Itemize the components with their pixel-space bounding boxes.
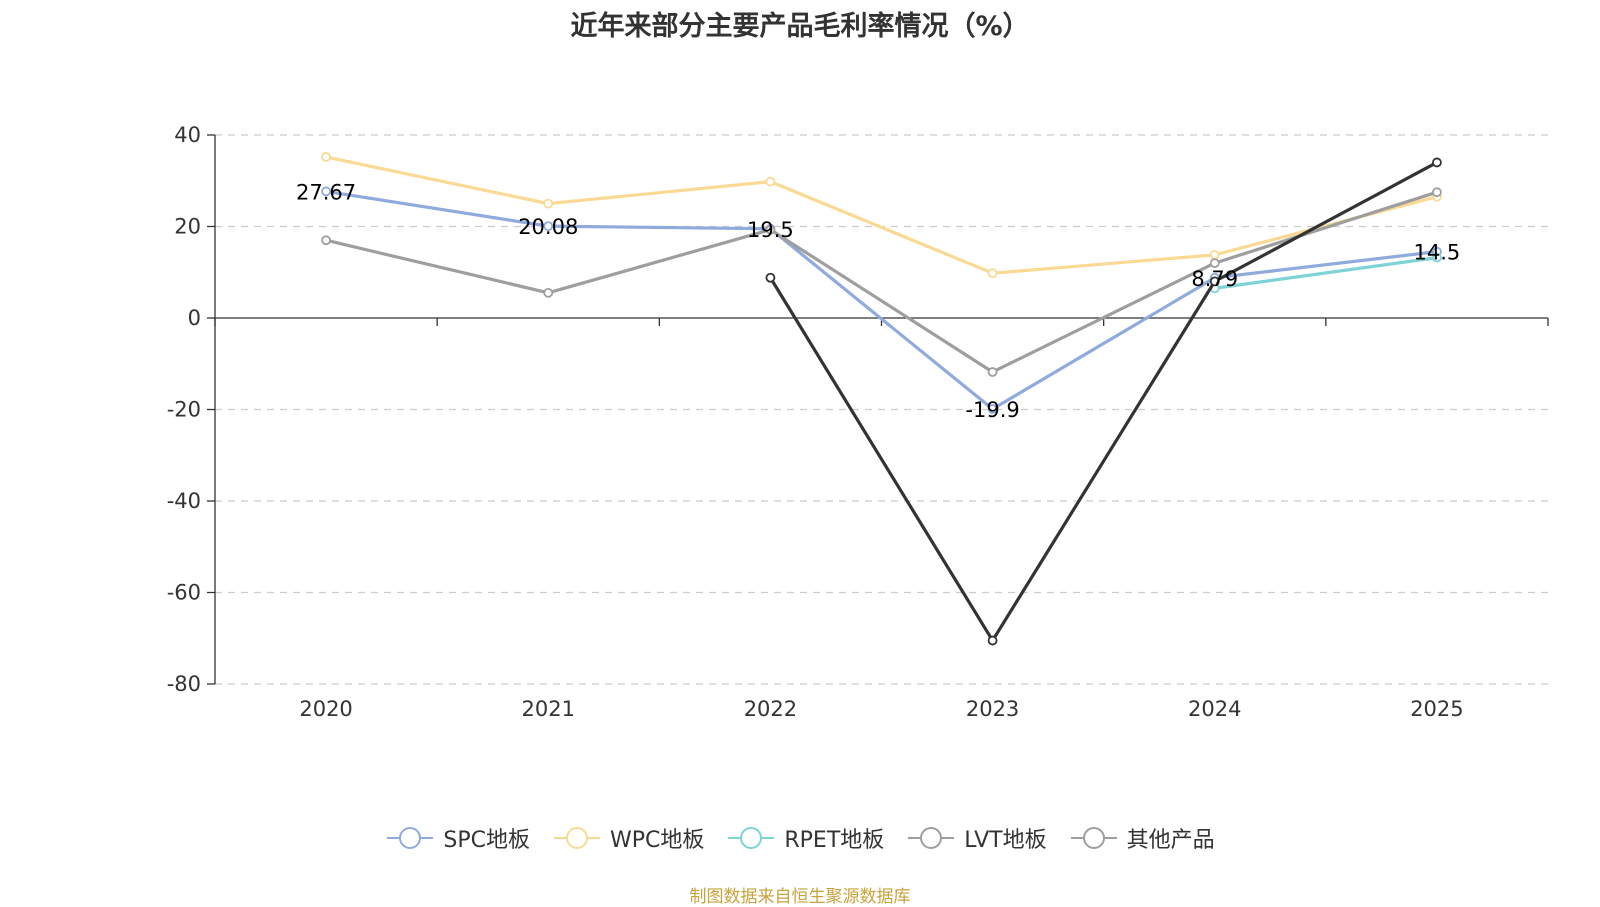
data-point[interactable]: [1432, 157, 1442, 168]
series-line: [1213, 256, 1439, 290]
x-tick-label: 2020: [299, 697, 352, 721]
x-tick-label: 2025: [1410, 697, 1463, 721]
series-1: [321, 152, 1442, 279]
data-point[interactable]: [321, 235, 331, 246]
legend-label: SPC地板: [443, 828, 530, 853]
data-point[interactable]: [987, 404, 998, 414]
data-label: 8.79: [1191, 267, 1238, 291]
legend: SPC地板 WPC地板 RPET地板 LVT地板 其他产品: [0, 822, 1600, 854]
data-point[interactable]: [1209, 249, 1220, 260]
legend-label: WPC地板: [609, 828, 705, 853]
data-label: 19.5: [747, 218, 794, 242]
y-tick-label: -20: [167, 398, 201, 422]
x-tick-label: 2024: [1188, 697, 1241, 721]
legend-marker-icon: [908, 827, 955, 849]
data-point[interactable]: [321, 186, 331, 197]
data-label: 27.67: [296, 180, 356, 204]
series-line: [768, 160, 1439, 643]
data-point[interactable]: [1209, 276, 1220, 287]
series-line: [324, 190, 1439, 374]
data-label: 14.5: [1414, 241, 1461, 265]
data-point[interactable]: [987, 635, 998, 646]
data-point[interactable]: [543, 198, 554, 209]
legend-label: LVT地板: [964, 828, 1047, 853]
series-3: [321, 187, 1442, 377]
data-point[interactable]: [1432, 187, 1442, 198]
data-point[interactable]: [765, 272, 776, 283]
y-tick-label: -40: [167, 489, 201, 513]
data-point[interactable]: [543, 221, 554, 232]
legend-item[interactable]: 其他产品: [1069, 822, 1215, 854]
data-label: -19.9: [965, 398, 1019, 422]
legend-label: RPET地板: [784, 828, 885, 853]
y-tick-label: -60: [167, 581, 201, 605]
legend-item[interactable]: WPC地板: [552, 822, 704, 854]
data-point[interactable]: [987, 268, 998, 279]
y-tick-label: -80: [167, 672, 201, 696]
legend-marker-icon: [553, 827, 600, 849]
source-note: 制图数据来自恒生聚源数据库: [689, 887, 911, 907]
series-line: [324, 189, 1439, 411]
legend-marker-icon: [728, 827, 775, 849]
data-point[interactable]: [1209, 258, 1220, 269]
y-tick-label: 40: [174, 123, 201, 147]
series-line: [324, 155, 1439, 275]
data-point[interactable]: [1432, 252, 1442, 263]
data-point[interactable]: [543, 287, 554, 298]
y-tick-label: 0: [188, 306, 201, 330]
x-tick-label: 2022: [744, 697, 797, 721]
x-tick-label: 2023: [966, 697, 1019, 721]
data-point[interactable]: [987, 367, 998, 377]
legend-marker-icon: [387, 827, 434, 849]
data-point[interactable]: [765, 176, 776, 187]
x-tick-label: 2021: [522, 697, 575, 721]
legend-item[interactable]: SPC地板: [385, 822, 530, 854]
chart-title: 近年来部分主要产品毛利率情况（%）: [570, 11, 1030, 42]
y-tick-label: 20: [174, 215, 201, 239]
data-point[interactable]: [765, 224, 776, 235]
legend-item[interactable]: RPET地板: [726, 822, 884, 854]
data-point[interactable]: [321, 152, 331, 162]
legend-marker-icon: [1070, 827, 1117, 849]
data-label: 20.08: [518, 215, 578, 239]
series-4: [765, 157, 1442, 646]
legend-item[interactable]: LVT地板: [906, 822, 1047, 854]
legend-label: 其他产品: [1126, 828, 1215, 853]
